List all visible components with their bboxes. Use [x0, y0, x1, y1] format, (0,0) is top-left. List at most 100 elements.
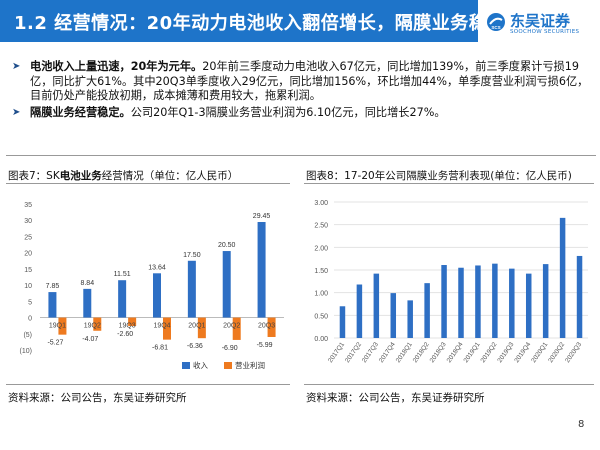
- profit-bar: [441, 265, 447, 338]
- y-tick-label: 30: [24, 218, 32, 225]
- page-number: 8: [578, 419, 585, 430]
- y-tick-label: 2.50: [314, 223, 328, 230]
- revenue-bar: [83, 288, 92, 318]
- profit-bar: [128, 317, 137, 326]
- y-tick-label: 10: [24, 283, 32, 290]
- bullet-text: 公司20年Q1-3隔膜业务营业利润为6.10亿元，同比增长27%。: [130, 105, 446, 119]
- left-chart-top-rule: [6, 183, 290, 184]
- y-tick-label: 5: [28, 299, 32, 306]
- profit-bar: [492, 263, 498, 338]
- right-chart-top-rule: [304, 183, 594, 184]
- revenue-bar: [187, 260, 196, 318]
- profit-bar: [475, 265, 481, 338]
- profit-bar: [559, 217, 566, 338]
- revenue-bar: [118, 280, 127, 318]
- logo-name-en: SOOCHOW SECURITIES: [510, 29, 580, 35]
- profit-bar: [458, 267, 464, 338]
- revenue-value-label: 20.50: [218, 242, 236, 249]
- bullet-text: 20年前三季度动力电池收入67亿元，同比增加139%，前三季度累计亏损19亿，同…: [30, 60, 589, 103]
- profit-value-label: -5.27: [47, 340, 63, 347]
- profit-bar: [576, 255, 583, 338]
- right-chart-bottom-rule: [304, 384, 594, 385]
- revenue-value-label: 17.50: [183, 252, 201, 259]
- profit-bar: [267, 317, 276, 337]
- revenue-bar: [153, 273, 161, 318]
- revenue-bar: [222, 251, 231, 318]
- revenue-bar: [257, 222, 266, 318]
- y-tick-label: 20: [24, 251, 32, 258]
- legend-profit-swatch: [224, 362, 232, 369]
- logo-name-cn: 东吴证券: [510, 12, 571, 30]
- profit-bar: [373, 273, 380, 338]
- logo-mark-icon: SCS: [487, 13, 505, 31]
- bullet-item: ➤ 隔膜业务经营稳定。公司20年Q1-3隔膜业务营业利润为6.10亿元，同比增长…: [10, 106, 590, 121]
- y-tick-label: 25: [24, 234, 32, 241]
- x-tick-label: 20Q1: [188, 323, 205, 330]
- x-tick-label: 19Q2: [84, 323, 101, 330]
- profit-bar: [390, 293, 397, 338]
- section-divider: [6, 155, 596, 156]
- profit-value-label: -6.90: [222, 345, 238, 352]
- y-tick-label: 15: [24, 267, 32, 274]
- y-tick-label: (10): [20, 348, 32, 355]
- slide-title: 1.2 经营情况：20年动力电池收入翻倍增长，隔膜业务稳定: [14, 13, 506, 34]
- y-tick-label: 3.00: [314, 200, 328, 207]
- profit-bar: [356, 284, 363, 338]
- left-chart-bottom-rule: [6, 384, 290, 385]
- x-tick-label: 19Q3: [119, 323, 136, 330]
- x-tick-label: 19Q1: [49, 323, 66, 330]
- legend-revenue-label: 收入: [193, 360, 208, 370]
- battery-business-chart: (10) (5) 0 5 10 15 20 25 30 35 7.85 -5.27 19Q1 8.84 -4…: [20, 202, 284, 370]
- profit-bar: [424, 283, 430, 338]
- right-source-note: 资料来源：公司公告，东吴证券研究所: [306, 392, 485, 404]
- profit-value-label: -5.99: [257, 342, 273, 349]
- profit-bar: [509, 268, 515, 338]
- profit-bar: [197, 317, 206, 339]
- right-chart-title: 图表8：17-20年公司隔膜业务营利表现(单位：亿人民币): [306, 170, 572, 182]
- logo-mark-text: SCS: [491, 25, 500, 30]
- profit-value-label: -4.07: [82, 336, 98, 343]
- profit-bar: [58, 317, 67, 335]
- title-bar: 1.2 经营情况：20年动力电池收入翻倍增长，隔膜业务稳定: [0, 0, 505, 42]
- profit-bar: [407, 300, 413, 338]
- bullet-heading: 隔膜业务经营稳定。: [30, 105, 131, 119]
- arrow-bullet-icon: ➤: [12, 106, 21, 118]
- revenue-bar: [48, 292, 57, 318]
- left-source-note: 资料来源：公司公告，东吴证券研究所: [8, 392, 187, 404]
- legend-revenue-swatch: [182, 362, 190, 369]
- y-tick-label: 1.50: [314, 268, 328, 275]
- y-tick-label: 0: [28, 316, 32, 323]
- profit-bar: [542, 264, 549, 338]
- profit-bar: [232, 317, 241, 340]
- profit-bar: [339, 306, 346, 338]
- revenue-value-label: 13.64: [148, 264, 166, 271]
- y-tick-label: 1.00: [314, 291, 328, 298]
- profit-value-label: -2.60: [117, 331, 133, 338]
- y-tick-label: 35: [24, 202, 32, 209]
- x-tick-label: 19Q4: [153, 323, 170, 330]
- revenue-value-label: 29.45: [253, 213, 271, 220]
- revenue-value-label: 7.85: [46, 283, 60, 290]
- profit-bar: [525, 273, 532, 338]
- left-chart-title: 图表7：SK电池业务经营情况（单位：亿人民币）: [8, 170, 239, 182]
- revenue-value-label: 11.51: [114, 271, 131, 278]
- x-tick-label: 2020Q3: [564, 341, 583, 364]
- profit-value-label: -6.36: [187, 343, 203, 350]
- revenue-value-label: 8.84: [80, 280, 94, 287]
- profit-bar: [163, 317, 171, 340]
- x-tick-label: 20Q2: [223, 323, 240, 330]
- profit-bar: [93, 317, 102, 331]
- y-tick-label: 0.00: [314, 336, 328, 343]
- y-tick-label: 2.00: [314, 245, 328, 252]
- arrow-bullet-icon: ➤: [12, 61, 21, 72]
- profit-value-label: -6.81: [152, 345, 168, 352]
- bullet-list: ➤ 电池收入上量迅速，20年为元年。20年前三季度动力电池收入67亿元，同比增加…: [10, 60, 590, 122]
- separator-profit-chart: 0.000.501.001.502.002.503.002017Q12017Q2…: [314, 200, 588, 364]
- legend-profit-label: 营业利润: [235, 360, 265, 370]
- company-logo: SCS 东吴证券 SOOCHOW SECURITIES: [486, 10, 598, 40]
- y-tick-label: 0.50: [314, 313, 328, 320]
- bullet-item: ➤ 电池收入上量迅速，20年为元年。20年前三季度动力电池收入67亿元，同比增加…: [10, 60, 590, 104]
- y-tick-label: (5): [23, 332, 32, 339]
- bullet-heading: 电池收入上量迅速，20年为元年。: [30, 60, 203, 73]
- x-tick-label: 20Q3: [258, 323, 275, 330]
